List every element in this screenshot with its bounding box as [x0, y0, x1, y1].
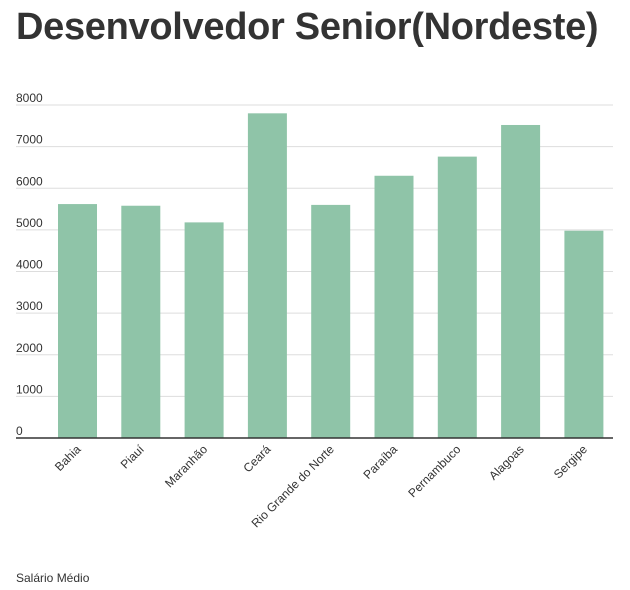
- bar: [437, 156, 477, 439]
- y-tick-label: 0: [16, 424, 23, 438]
- bar: [184, 222, 224, 438]
- y-tick-label: 1000: [16, 382, 43, 396]
- x-tick-label: Pernambuco: [405, 442, 463, 500]
- bar: [247, 113, 287, 438]
- x-tick-label: Maranhão: [162, 442, 210, 490]
- bar: [374, 175, 414, 438]
- y-axis-ticks: 0 1000 2000 3000 4000 5000 6000 7000 8000: [16, 91, 43, 438]
- bar: [501, 124, 541, 438]
- footer-label: Salário Médio: [16, 571, 90, 585]
- x-tick-label: Ceará: [241, 442, 274, 475]
- bar: [564, 230, 604, 438]
- chart-title: Desenvolvedor Senior(Nordeste): [16, 6, 599, 48]
- bar: [58, 204, 97, 438]
- bar: [311, 204, 351, 438]
- x-tick-label: Paraíba: [361, 442, 401, 482]
- y-tick-label: 2000: [16, 341, 43, 355]
- y-tick-label: 7000: [16, 133, 43, 147]
- y-tick-label: 3000: [16, 299, 43, 313]
- y-tick-label: 5000: [16, 216, 43, 230]
- bar: [121, 205, 161, 438]
- y-tick-label: 8000: [16, 91, 43, 105]
- y-tick-label: 6000: [16, 174, 43, 188]
- y-tick-label: 4000: [16, 258, 43, 272]
- x-tick-label: Piauí: [118, 442, 148, 472]
- x-tick-label: Sergipe: [551, 442, 590, 481]
- x-tick-label: Bahia: [52, 442, 84, 474]
- x-tick-label: Alagoas: [486, 442, 527, 483]
- bars: [58, 113, 604, 439]
